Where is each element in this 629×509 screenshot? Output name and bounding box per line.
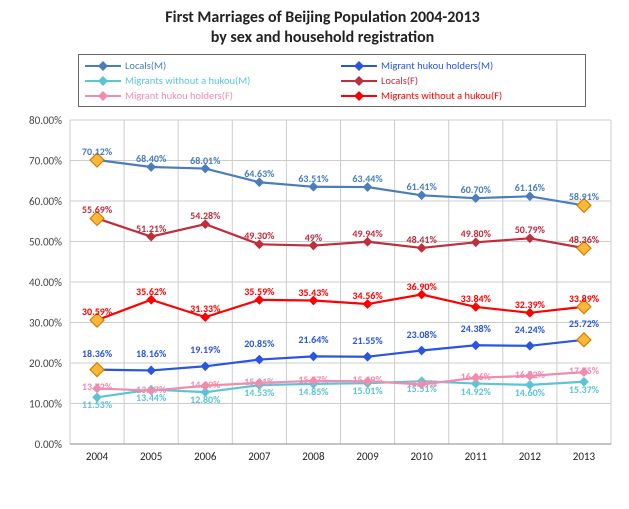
chart-area: 0.00% 10.00% 20.00% 30.00% 40.00% 50.00% 60.00… — [8, 54, 621, 474]
x-axis-label: 2013 — [573, 450, 595, 463]
x-axis-label: 2010 — [410, 450, 432, 463]
chart-title: First Marriages of Beijing Population 20… — [8, 8, 629, 48]
legend-item: Migrant hukou holders(F) — [85, 89, 323, 102]
x-axis-label: 2006 — [194, 450, 216, 463]
x-axis-label: 2012 — [519, 450, 541, 463]
svg-text:80.00%: 80.00% — [29, 114, 62, 127]
legend-label: Migrant hukou holders(F) — [125, 89, 233, 102]
svg-text:60.00%: 60.00% — [29, 195, 62, 208]
legend-label: Migrants without a hukou(F) — [381, 89, 502, 102]
x-axis-label: 2005 — [140, 450, 162, 463]
svg-text:50.00%: 50.00% — [29, 236, 62, 249]
svg-text:70.00%: 70.00% — [29, 155, 62, 168]
legend-label: Locals(F) — [381, 74, 418, 87]
x-axis-label: 2007 — [248, 450, 270, 463]
svg-text:30.00%: 30.00% — [29, 317, 62, 330]
x-axis-label: 2008 — [302, 450, 324, 463]
legend-label: Migrant hukou holders(M) — [381, 59, 493, 72]
x-axis-label: 2009 — [356, 450, 378, 463]
legend-item: Migrants without a hukou(M) — [85, 74, 323, 87]
legend-label: Locals(M) — [125, 59, 166, 72]
legend-swatch — [85, 75, 121, 87]
svg-text:10.00%: 10.00% — [29, 398, 62, 411]
legend-item: Migrant hukou holders(M) — [341, 59, 579, 72]
legend-swatch — [341, 75, 377, 87]
svg-text:20.00%: 20.00% — [29, 357, 62, 370]
title-line-1: First Marriages of Beijing Population 20… — [8, 8, 629, 28]
svg-text:0.00%: 0.00% — [35, 438, 63, 451]
svg-text:40.00%: 40.00% — [29, 276, 62, 289]
legend-swatch — [85, 90, 121, 102]
legend-swatch — [341, 60, 377, 72]
legend-item: Locals(M) — [85, 59, 323, 72]
x-axis-label: 2004 — [86, 450, 108, 463]
legend-label: Migrants without a hukou(M) — [125, 74, 250, 87]
legend-item: Locals(F) — [341, 74, 579, 87]
title-line-2: by sex and household registration — [8, 28, 629, 48]
legend-swatch — [341, 90, 377, 102]
legend-item: Migrants without a hukou(F) — [341, 89, 579, 102]
legend-swatch — [85, 60, 121, 72]
x-axis-label: 2011 — [465, 450, 487, 463]
legend: Locals(M) Migrant hukou holders(M) Migrant… — [78, 54, 586, 107]
